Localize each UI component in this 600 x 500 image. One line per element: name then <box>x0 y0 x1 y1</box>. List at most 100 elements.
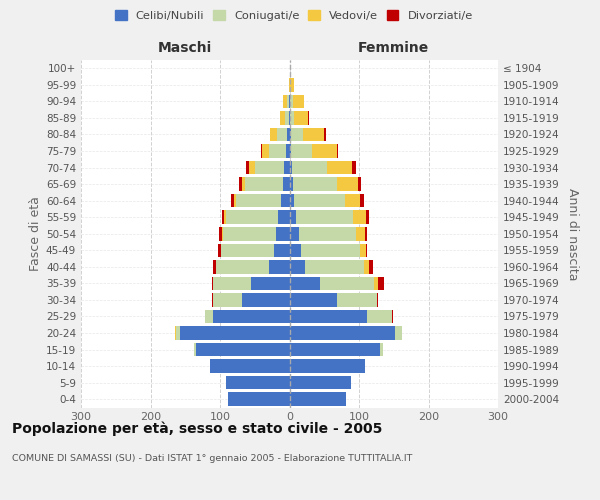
Bar <box>242 293 290 306</box>
Bar <box>392 310 393 324</box>
Bar <box>269 260 290 274</box>
Bar <box>379 276 384 290</box>
Bar <box>278 210 290 224</box>
Bar <box>286 111 289 124</box>
Bar <box>290 111 295 124</box>
Bar <box>277 128 287 141</box>
Bar <box>242 178 245 191</box>
Bar <box>299 227 356 240</box>
Bar <box>289 78 290 92</box>
Bar <box>290 310 367 324</box>
Bar <box>289 111 290 124</box>
Bar <box>290 343 380 356</box>
Bar <box>175 326 176 340</box>
Bar <box>286 144 290 158</box>
Bar <box>320 276 374 290</box>
Bar <box>247 161 249 174</box>
Bar <box>295 111 308 124</box>
Bar <box>356 227 365 240</box>
Bar <box>291 128 304 141</box>
Bar <box>365 227 367 240</box>
Bar <box>290 128 291 141</box>
Text: Femmine: Femmine <box>358 41 430 55</box>
Text: Maschi: Maschi <box>158 41 212 55</box>
Bar <box>293 94 304 108</box>
Bar <box>196 343 290 356</box>
Y-axis label: Fasce di età: Fasce di età <box>29 196 42 271</box>
Bar <box>274 244 290 257</box>
Bar <box>275 227 290 240</box>
Bar <box>290 144 291 158</box>
Bar <box>205 310 213 324</box>
Legend: Celibi/Nubili, Coniugati/e, Vedovi/e, Divorziati/e: Celibi/Nubili, Coniugati/e, Vedovi/e, Di… <box>111 6 477 25</box>
Bar <box>290 360 365 373</box>
Bar <box>222 210 224 224</box>
Bar <box>255 161 284 174</box>
Bar <box>213 310 290 324</box>
Bar <box>269 144 286 158</box>
Bar <box>337 144 338 158</box>
Bar <box>284 161 290 174</box>
Bar <box>296 210 353 224</box>
Bar <box>221 244 274 257</box>
Bar <box>305 260 364 274</box>
Bar <box>290 194 295 207</box>
Bar <box>287 94 289 108</box>
Bar <box>301 244 361 257</box>
Bar <box>209 360 290 373</box>
Bar <box>366 244 367 257</box>
Bar <box>290 260 305 274</box>
Bar <box>304 128 324 141</box>
Bar <box>226 376 290 390</box>
Bar <box>293 178 337 191</box>
Bar <box>353 210 366 224</box>
Bar <box>290 376 350 390</box>
Bar <box>262 144 269 158</box>
Bar <box>213 276 251 290</box>
Bar <box>179 326 290 340</box>
Bar <box>345 194 361 207</box>
Bar <box>367 310 392 324</box>
Bar <box>290 178 293 191</box>
Bar <box>280 111 286 124</box>
Bar <box>281 194 290 207</box>
Bar <box>222 227 223 240</box>
Bar <box>289 94 290 108</box>
Bar <box>290 392 346 406</box>
Bar <box>176 326 179 340</box>
Bar <box>361 244 366 257</box>
Bar <box>374 276 379 290</box>
Bar <box>295 194 345 207</box>
Bar <box>212 276 213 290</box>
Bar <box>337 178 358 191</box>
Bar <box>290 210 296 224</box>
Bar <box>218 244 221 257</box>
Bar <box>291 144 312 158</box>
Bar <box>283 178 290 191</box>
Bar <box>239 178 242 191</box>
Bar <box>212 293 213 306</box>
Bar <box>337 293 377 306</box>
Bar <box>358 178 361 191</box>
Bar <box>380 343 383 356</box>
Bar <box>213 260 216 274</box>
Bar <box>370 260 373 274</box>
Bar <box>229 392 290 406</box>
Bar <box>290 161 292 174</box>
Y-axis label: Anni di nascita: Anni di nascita <box>566 188 579 280</box>
Bar <box>270 128 277 141</box>
Bar <box>292 161 327 174</box>
Bar <box>377 293 379 306</box>
Bar <box>290 326 395 340</box>
Bar <box>287 128 290 141</box>
Bar <box>194 343 196 356</box>
Bar <box>236 194 281 207</box>
Bar <box>224 210 226 224</box>
Bar <box>261 144 262 158</box>
Bar <box>290 293 337 306</box>
Bar <box>231 194 234 207</box>
Bar <box>283 94 287 108</box>
Bar <box>251 276 290 290</box>
Bar <box>290 276 320 290</box>
Bar <box>308 111 309 124</box>
